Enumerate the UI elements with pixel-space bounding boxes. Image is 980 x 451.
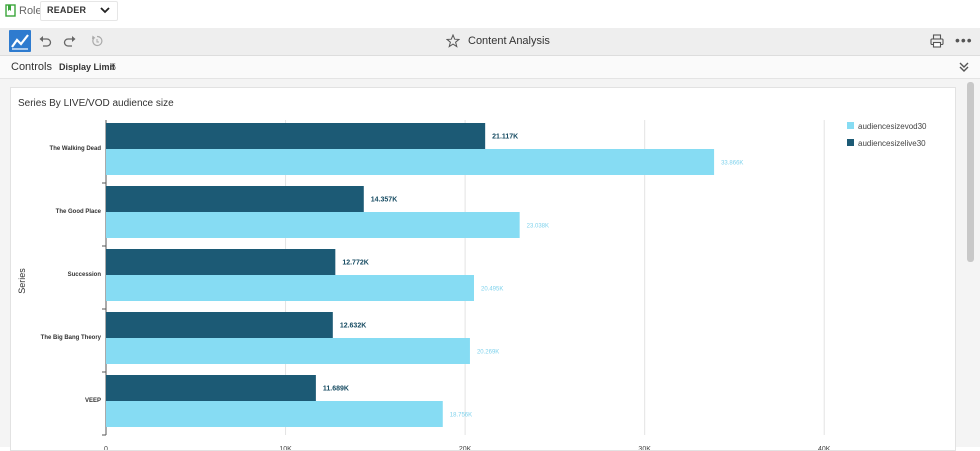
dashboard-title: Content Analysis — [468, 35, 550, 47]
data-label-live: 14.357K — [371, 197, 397, 204]
bar-vod — [106, 338, 470, 364]
y-category-label: VEEP — [85, 398, 101, 404]
chart-card: Series By LIVE/VOD audience size The Wal… — [10, 87, 956, 451]
display-limit-label[interactable]: Display Limit — [59, 62, 116, 72]
y-category-label: The Walking Dead — [50, 146, 102, 152]
app-logo-icon[interactable] — [9, 30, 31, 52]
logo-mark-icon — [11, 34, 29, 50]
legend-label: audiencesizelive30 — [858, 139, 926, 148]
role-select-value: READER — [47, 5, 87, 15]
display-limit-value[interactable]: 5 — [111, 62, 117, 72]
bar-chart: The Walking Dead 21.117K 33.866K The Good P… — [17, 120, 927, 450]
double-chevron-down-icon[interactable] — [958, 61, 970, 73]
role-select[interactable]: READER — [40, 1, 118, 21]
bar-vod — [106, 212, 520, 238]
data-label-vod: 23.038K — [527, 224, 549, 230]
print-icon[interactable] — [930, 34, 944, 48]
data-label-live: 12.632K — [340, 323, 366, 330]
data-label-live: 11.689K — [323, 386, 349, 393]
chevron-down-icon — [100, 7, 110, 14]
role-label: Role: — [19, 5, 45, 17]
star-icon[interactable] — [446, 34, 460, 48]
bar-live — [106, 249, 336, 275]
bar-live — [106, 186, 364, 212]
bar-live — [106, 375, 316, 401]
data-label-live: 21.117K — [492, 134, 518, 141]
data-label-live: 12.772K — [342, 260, 368, 267]
bar-live — [106, 312, 333, 338]
y-category-label: Succession — [68, 272, 102, 278]
y-category-label: The Big Bang Theory — [41, 335, 102, 341]
toolbar: Content Analysis ••• — [0, 28, 980, 56]
more-icon[interactable]: ••• — [955, 32, 973, 48]
redo-icon[interactable] — [63, 34, 77, 48]
role-bar: Role: READER — [0, 0, 980, 26]
controls-bar: Controls Display Limit 5 — [0, 56, 980, 79]
reset-icon[interactable] — [90, 34, 104, 48]
chart-title: Series By LIVE/VOD audience size — [18, 98, 174, 109]
legend-swatch — [847, 122, 854, 129]
legend-label: audiencesizevod30 — [858, 122, 927, 131]
bookmark-icon — [5, 4, 16, 17]
bar-live — [106, 123, 486, 149]
vertical-scrollbar[interactable] — [967, 82, 974, 262]
data-label-vod: 20.269K — [477, 350, 499, 356]
y-category-label: The Good Place — [56, 209, 102, 215]
data-label-vod: 33.866K — [721, 161, 743, 167]
bar-vod — [106, 275, 474, 301]
data-label-vod: 20.495K — [481, 287, 503, 293]
content-area: Series By LIVE/VOD audience size The Wal… — [0, 79, 980, 451]
bar-vod — [106, 401, 443, 427]
bar-vod — [106, 149, 715, 175]
controls-label[interactable]: Controls — [11, 61, 52, 73]
legend-swatch — [847, 139, 854, 146]
undo-icon[interactable] — [38, 34, 52, 48]
y-axis-title: Series — [17, 268, 27, 294]
data-label-vod: 18.756K — [450, 413, 472, 419]
